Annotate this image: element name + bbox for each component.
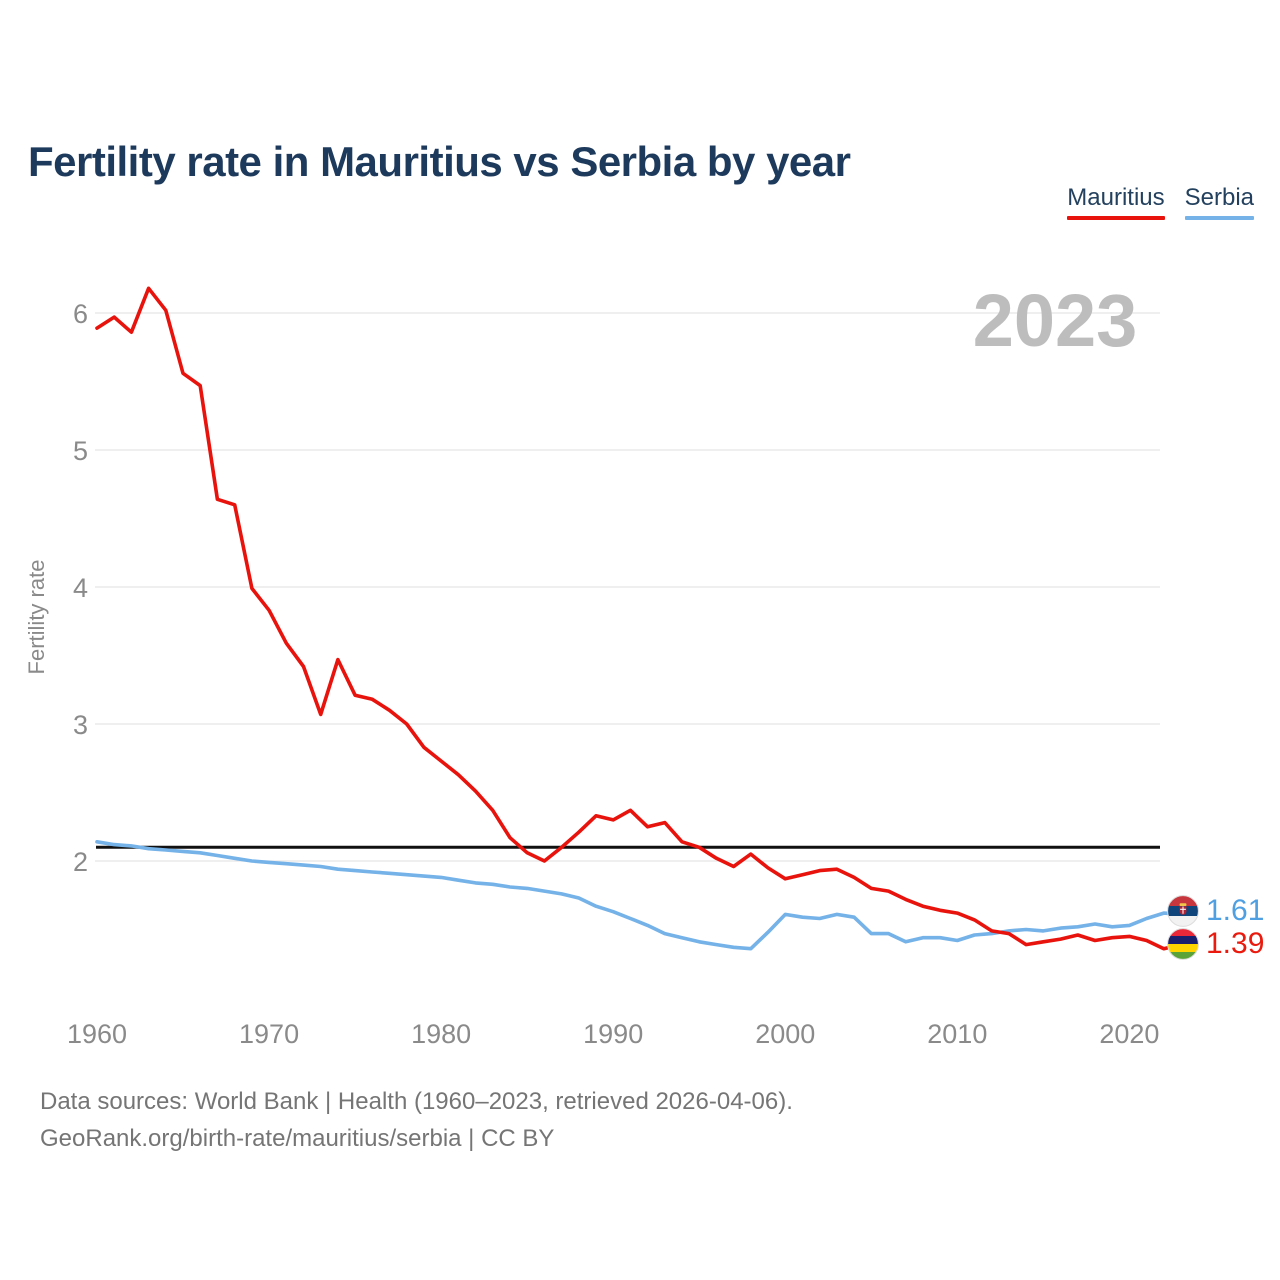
mauritius-flag-icon [1167,928,1199,960]
legend-item-mauritius[interactable]: Mauritius [1067,184,1165,220]
y-tick-label: 5 [73,436,88,466]
x-tick-label: 2000 [755,1019,815,1049]
y-tick-label: 3 [73,710,88,740]
x-tick-label: 1990 [583,1019,643,1049]
data-sources-text: Data sources: World Bank | Health (1960–… [40,1088,793,1115]
footer: Data sources: World Bank | Health (1960–… [40,1083,793,1157]
x-tick-label: 1970 [239,1019,299,1049]
x-tick-label: 2010 [927,1019,987,1049]
y-tick-label: 2 [73,847,88,877]
axis-labels: 2 3 4 5 6 1960 1970 1980 1990 2000 2010 2020 Fertili… [24,299,1159,1049]
end-value-mauritius: 1.39 [1206,927,1265,960]
y-tick-label: 4 [73,573,88,603]
x-tick-label: 2020 [1099,1019,1159,1049]
serbia-flag-icon [1167,895,1199,927]
gridlines [95,312,1160,862]
legend-swatch-mauritius [1067,216,1165,220]
series-end-label-mauritius: 1.39 [1167,927,1264,961]
legend-swatch-serbia [1184,216,1254,220]
attribution-text: GeoRank.org/birth-rate/mauritius/serbia … [40,1125,555,1152]
legend-item-serbia[interactable]: Serbia [1184,184,1254,220]
watermark-year: 2023 [973,279,1138,362]
series-lines [95,286,1183,951]
x-tick-label: 1980 [411,1019,471,1049]
series-end-label-serbia: 1.61 [1167,894,1264,928]
y-tick-label: 6 [73,299,88,329]
x-tick-label: 1960 [67,1019,127,1049]
legend-label-serbia: Serbia [1184,184,1254,211]
legend: Mauritius Serbia [1067,184,1254,220]
end-value-serbia: 1.61 [1206,894,1265,927]
series-line-mauritius[interactable] [95,286,1183,951]
legend-label-mauritius: Mauritius [1067,184,1165,211]
y-axis-title: Fertility rate [24,560,49,675]
series-line-serbia[interactable] [95,839,1183,951]
chart-title: Fertility rate in Mauritius vs Serbia by… [28,138,851,186]
